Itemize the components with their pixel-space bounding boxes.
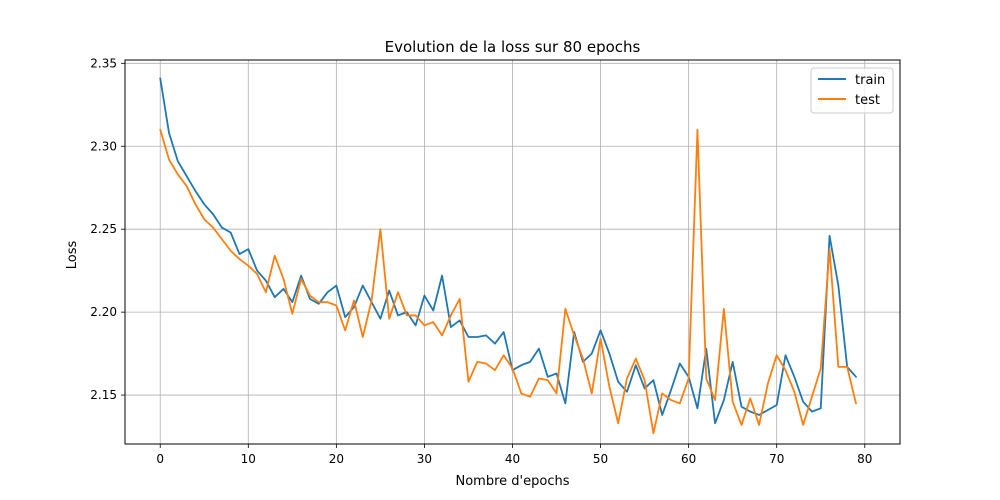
legend: train test [810,67,894,114]
x-tick-label: 20 [329,452,344,466]
series-train-line [159,77,857,425]
y-tick-label: 2.15 [90,388,117,402]
grid-layer [125,60,900,444]
y-tick-label: 2.20 [90,305,117,319]
x-tick-label: 70 [769,452,784,466]
legend-train-label: train [855,73,885,88]
x-tick-label: 80 [857,452,872,466]
x-tick-label: 40 [505,452,520,466]
x-tick-label: 10 [241,452,256,466]
x-tick-label: 30 [417,452,432,466]
y-tick-label: 2.30 [90,139,117,153]
y-tick-label: 2.35 [90,56,117,70]
legend-test-label: test [855,93,880,108]
y-tick-label: 2.25 [90,222,117,236]
x-tick-label: 60 [681,452,696,466]
x-tick-label: 0 [156,452,164,466]
series-layer [159,77,857,435]
chart-title: Evolution de la loss sur 80 epochs [385,38,641,56]
x-axis-label: Nombre d'epochs [456,474,570,489]
y-axis-label: Loss [65,241,80,270]
ticks-layer: 0 10 20 30 40 50 60 70 80 2.15 2.20 2.25 2.30 2.35 [90,56,872,466]
x-tick-label: 50 [593,452,608,466]
series-test-line [159,128,857,435]
